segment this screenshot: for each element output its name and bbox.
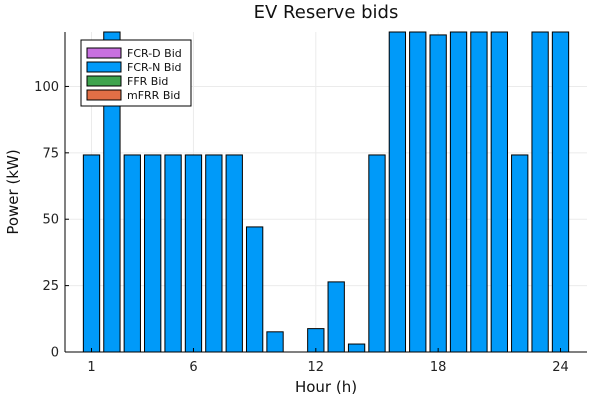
y-tick-label: 25 — [42, 279, 59, 294]
legend-swatch — [86, 89, 122, 101]
legend-label: FCR-D Bid — [127, 47, 182, 60]
legend-swatch — [86, 47, 122, 59]
bar-fcr-n-bid-hour-4 — [144, 154, 162, 353]
legend-swatch — [86, 75, 122, 87]
y-tick-label: 100 — [34, 80, 59, 95]
bar-fcr-n-bid-hour-17 — [409, 31, 427, 353]
x-tick-label: 1 — [87, 360, 95, 375]
bar-fcr-n-bid-hour-14 — [347, 343, 366, 353]
bar-fcr-n-bid-hour-1 — [82, 154, 101, 353]
y-tick-label: 50 — [42, 213, 59, 228]
bar-fcr-n-bid-hour-24 — [551, 31, 570, 353]
legend-label: mFRR Bid — [127, 89, 180, 102]
legend-label: FCR-N Bid — [127, 61, 181, 74]
bar-fcr-n-bid-hour-3 — [123, 154, 141, 353]
bar-fcr-n-bid-hour-21 — [490, 31, 508, 353]
y-tick-label: 0 — [51, 346, 59, 361]
bar-fcr-n-bid-hour-10 — [266, 331, 284, 353]
x-tick-label: 12 — [308, 360, 325, 375]
bar-fcr-n-bid-hour-16 — [388, 31, 407, 353]
x-axis-label: Hour (h) — [295, 378, 357, 396]
legend-swatch — [86, 61, 122, 73]
bar-fcr-n-bid-hour-13 — [327, 281, 345, 353]
x-tick-label: 24 — [552, 360, 569, 375]
bar-fcr-n-bid-hour-7 — [205, 154, 223, 353]
tick-labels: 1 6 12 18 24 0 25 50 75 100 — [34, 80, 569, 375]
bar-fcr-n-bid-hour-6 — [184, 154, 203, 353]
bar-fcr-n-bid-hour-9 — [245, 226, 264, 353]
legend-label: FFR Bid — [127, 75, 168, 88]
bar-fcr-n-bid-hour-19 — [449, 31, 468, 353]
bar-fcr-n-bid-hour-23 — [531, 31, 549, 353]
y-axis-label: Power (kW) — [4, 149, 22, 234]
y-tick-label: 75 — [42, 146, 59, 161]
bar-fcr-n-bid-hour-15 — [368, 154, 386, 353]
bar-fcr-n-bid-hour-22 — [511, 154, 529, 353]
x-tick-label: 6 — [189, 360, 197, 375]
x-tick-label: 18 — [430, 360, 447, 375]
bar-fcr-n-bid-hour-20 — [470, 31, 488, 353]
bar-fcr-n-bid-hour-5 — [164, 154, 182, 353]
axes — [64, 32, 587, 353]
chart-title: EV Reserve bids — [254, 2, 399, 23]
bar-fcr-n-bid-hour-18 — [429, 34, 447, 353]
bar-fcr-n-bid-hour-8 — [225, 154, 243, 353]
